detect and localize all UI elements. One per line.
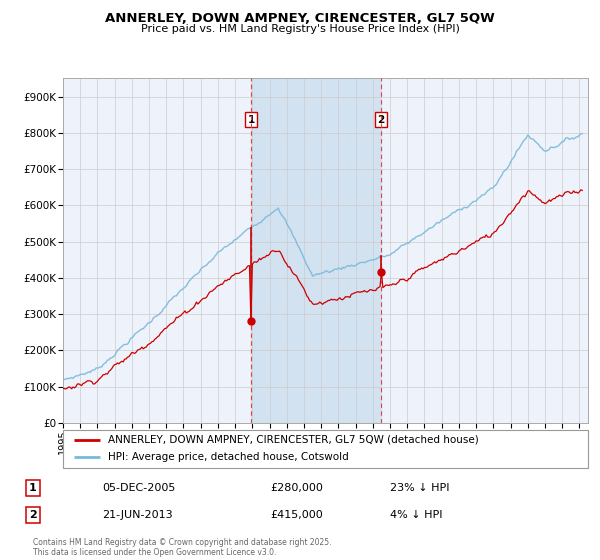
Text: ANNERLEY, DOWN AMPNEY, CIRENCESTER, GL7 5QW: ANNERLEY, DOWN AMPNEY, CIRENCESTER, GL7 … <box>105 12 495 25</box>
Text: ANNERLEY, DOWN AMPNEY, CIRENCESTER, GL7 5QW (detached house): ANNERLEY, DOWN AMPNEY, CIRENCESTER, GL7 … <box>107 435 478 445</box>
Text: 2: 2 <box>377 115 385 125</box>
Text: 05-DEC-2005: 05-DEC-2005 <box>102 483 175 493</box>
Bar <box>251 78 381 423</box>
Text: 2: 2 <box>29 510 37 520</box>
Text: 23% ↓ HPI: 23% ↓ HPI <box>390 483 449 493</box>
Text: £415,000: £415,000 <box>270 510 323 520</box>
Text: HPI: Average price, detached house, Cotswold: HPI: Average price, detached house, Cots… <box>107 452 349 463</box>
Text: £280,000: £280,000 <box>270 483 323 493</box>
Text: 21-JUN-2013: 21-JUN-2013 <box>102 510 173 520</box>
Text: 1: 1 <box>247 115 254 125</box>
Text: 4% ↓ HPI: 4% ↓ HPI <box>390 510 443 520</box>
Text: Contains HM Land Registry data © Crown copyright and database right 2025.
This d: Contains HM Land Registry data © Crown c… <box>33 538 331 557</box>
Text: 1: 1 <box>29 483 37 493</box>
FancyBboxPatch shape <box>63 430 588 468</box>
Text: Price paid vs. HM Land Registry's House Price Index (HPI): Price paid vs. HM Land Registry's House … <box>140 24 460 34</box>
